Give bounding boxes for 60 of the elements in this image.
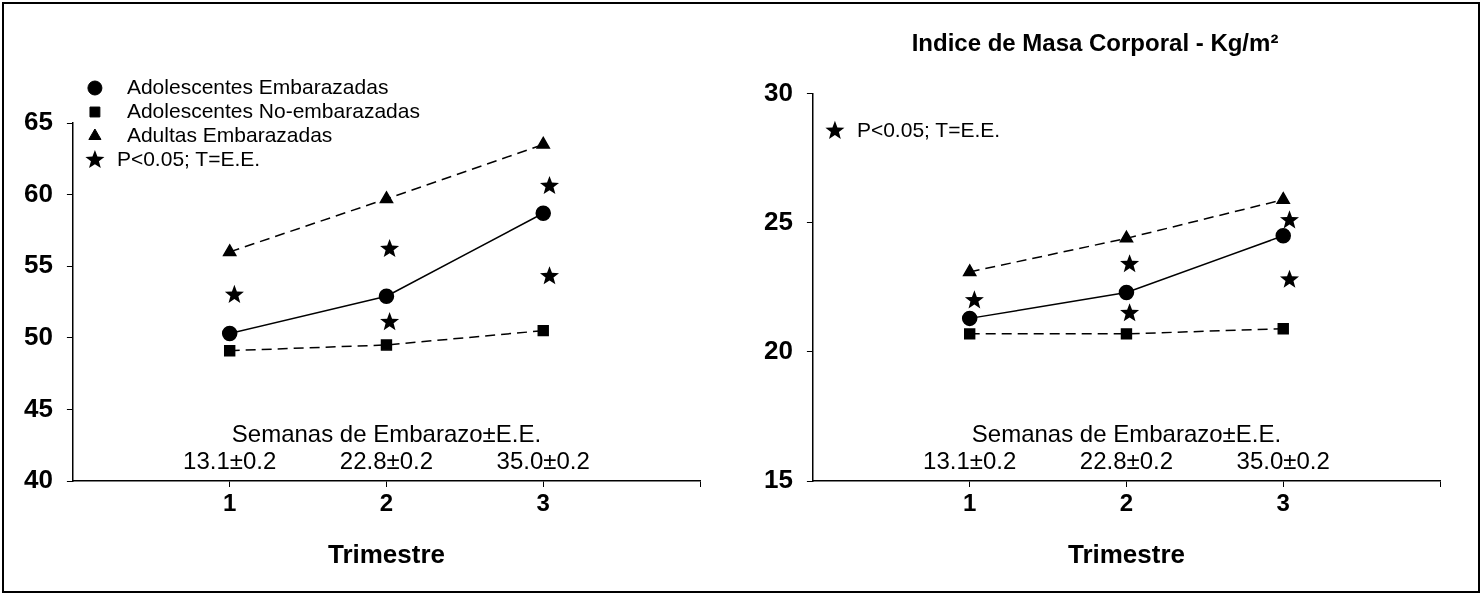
y-tick-label: 50 — [24, 320, 53, 351]
point — [224, 284, 244, 303]
point — [536, 136, 551, 149]
x-axis-title: Trimestre — [1067, 538, 1185, 569]
y-tick-label: 30 — [764, 76, 793, 107]
point — [539, 176, 560, 195]
point — [1120, 303, 1140, 322]
point — [221, 325, 238, 342]
point — [1275, 228, 1291, 244]
y-tick-label: 45 — [24, 392, 53, 423]
legend-label: Adultas Embarazadas — [126, 122, 333, 146]
y-tick-label: 20 — [764, 335, 793, 366]
point — [380, 312, 400, 331]
y-tick-label: 60 — [24, 177, 53, 208]
legend-label: P<0.05; T=E.E. — [856, 117, 1001, 141]
y-tick-label: 15 — [764, 464, 793, 495]
point — [535, 205, 551, 221]
annotation: 13.1±0.2 — [923, 446, 1017, 474]
point — [539, 266, 560, 285]
annotation: 35.0±0.2 — [496, 446, 590, 474]
x-tick-label: 1 — [963, 489, 977, 517]
point — [1279, 269, 1300, 288]
legend-label: Adolescentes No-embarazadas — [126, 98, 420, 122]
point — [380, 339, 393, 351]
point — [222, 244, 237, 257]
point — [1120, 254, 1140, 273]
y-tick-label: 55 — [24, 249, 53, 280]
annotation: Semanas de Embarazo±E.E. — [231, 419, 542, 447]
point — [537, 324, 549, 337]
annotation: 13.1±0.2 — [183, 446, 277, 474]
y-tick-label: 65 — [24, 106, 53, 137]
point — [962, 264, 977, 277]
annotation: 35.0±0.2 — [1236, 446, 1330, 474]
point — [1118, 284, 1135, 301]
chart-title: Indice de Masa Corporal - Kg/m² — [911, 29, 1279, 57]
y-tick-label: 40 — [24, 464, 53, 495]
y-tick-label: 25 — [764, 206, 793, 237]
legend-label: P<0.05; T=E.E. — [116, 146, 261, 170]
point — [964, 290, 984, 309]
point — [1276, 191, 1291, 204]
point — [380, 239, 400, 258]
x-axis-title: Trimestre — [327, 538, 445, 569]
x-tick-label: 2 — [1119, 489, 1134, 517]
point — [1120, 328, 1133, 340]
annotation: Semanas de Embarazo±E.E. — [971, 419, 1282, 447]
x-tick-label: 3 — [1276, 489, 1290, 517]
point — [379, 191, 394, 204]
legend-label: Adolescentes Embarazadas — [126, 74, 389, 98]
point — [1277, 323, 1289, 335]
x-tick-label: 3 — [536, 489, 550, 517]
x-tick-label: 2 — [379, 489, 394, 517]
annotation: 22.8±0.2 — [1079, 446, 1174, 474]
annotation: 22.8±0.2 — [339, 446, 434, 474]
x-tick-label: 1 — [223, 489, 237, 517]
point — [961, 310, 978, 327]
point — [378, 288, 395, 305]
point — [223, 344, 236, 357]
point — [1279, 210, 1300, 229]
point — [1119, 230, 1134, 243]
point — [963, 328, 976, 340]
